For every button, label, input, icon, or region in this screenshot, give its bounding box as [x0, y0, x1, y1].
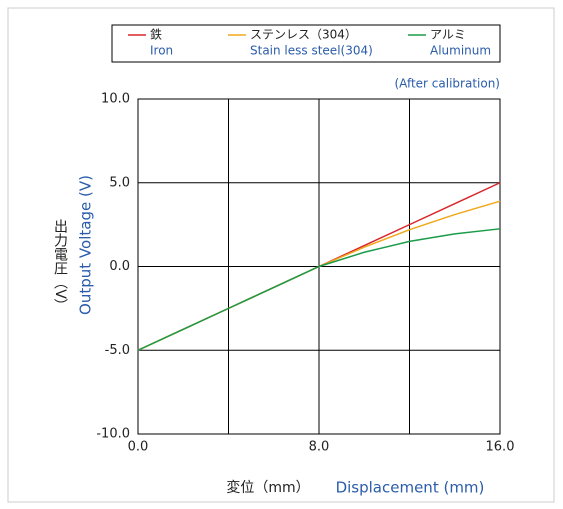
series-line [137, 228, 501, 351]
y-tick-label: 0.0 [109, 259, 130, 274]
legend-label: アルミ [430, 28, 466, 42]
y-tick-label: 10.0 [101, 92, 130, 107]
legend-label: 鉄 [150, 27, 162, 42]
legend-label-en: Stain less steel(304) [250, 44, 373, 58]
y-tick-label: -10.0 [96, 427, 130, 442]
annotation: (After calibration) [394, 77, 500, 91]
y-label: Output Voltage (V) [77, 175, 95, 315]
legend-label-en: Iron [150, 44, 173, 58]
x-label: Displacement (mm) [336, 479, 485, 497]
legend-label: ステンレス（304） [250, 28, 357, 42]
legend-box [111, 24, 501, 63]
y-tick-label: -5.0 [105, 343, 130, 358]
y-tick-label: 5.0 [109, 175, 130, 190]
y-label-ja: 出力電圧（V） [52, 219, 68, 313]
x-tick-label: 16.0 [486, 440, 515, 455]
x-label-ja: 変位（mm） [226, 479, 309, 496]
x-tick-label: 0.0 [128, 440, 149, 455]
legend-label-en: Aluminum [430, 44, 491, 58]
frame [7, 7, 555, 503]
x-tick-label: 8.0 [309, 440, 330, 455]
